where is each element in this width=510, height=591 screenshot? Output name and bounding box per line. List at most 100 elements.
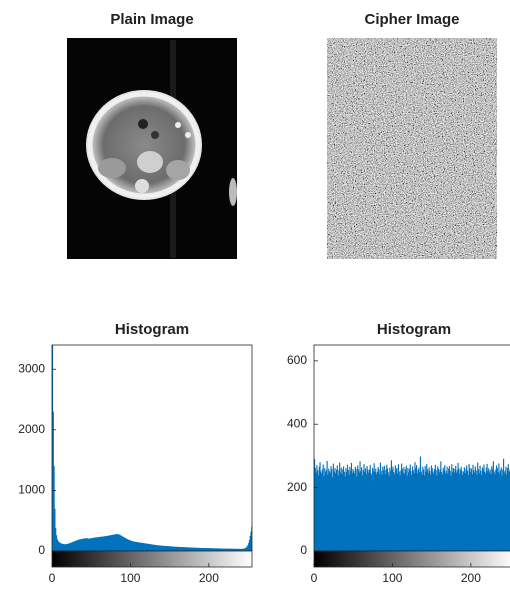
bar <box>80 539 82 551</box>
bar <box>230 548 232 551</box>
bar <box>88 538 90 551</box>
bar <box>67 543 69 551</box>
bar <box>433 473 435 551</box>
bar <box>448 466 451 551</box>
bar <box>405 465 407 551</box>
bar <box>166 546 168 551</box>
bar <box>121 535 123 551</box>
bar <box>369 465 371 551</box>
chart-title: Histogram <box>377 321 451 338</box>
bar <box>59 542 61 551</box>
bar <box>317 470 319 551</box>
bar <box>79 539 81 551</box>
bar <box>124 537 126 551</box>
bar <box>335 469 338 551</box>
bar <box>63 544 65 551</box>
bar <box>426 469 429 551</box>
bar <box>403 467 405 551</box>
bar <box>463 467 465 551</box>
bars <box>52 345 252 551</box>
bar <box>380 470 382 551</box>
bar <box>171 546 173 551</box>
bar <box>408 468 411 551</box>
y-tick-label: 0 <box>38 543 45 557</box>
bar <box>150 544 152 551</box>
bar <box>443 469 445 551</box>
bar <box>351 473 353 551</box>
bar <box>102 536 105 551</box>
bar <box>195 547 197 551</box>
bar <box>314 467 316 551</box>
bar <box>371 475 373 551</box>
bar <box>329 472 331 551</box>
bar <box>319 462 321 551</box>
bars <box>314 456 510 551</box>
plot-area <box>52 345 252 551</box>
bar <box>459 469 462 551</box>
bar <box>429 470 431 551</box>
bar <box>233 548 235 551</box>
bar <box>160 545 162 551</box>
bar <box>502 469 504 551</box>
bar <box>357 465 359 551</box>
bar <box>495 465 498 551</box>
bar <box>450 475 452 551</box>
bar <box>225 548 227 551</box>
bar <box>70 542 72 551</box>
bar <box>394 465 396 551</box>
bar <box>456 470 458 551</box>
bar <box>65 544 67 551</box>
bar <box>108 535 110 551</box>
bar <box>191 547 193 551</box>
bar <box>157 545 159 551</box>
bar <box>474 466 476 551</box>
bar <box>379 473 381 551</box>
bar <box>73 541 76 551</box>
bar <box>250 531 252 551</box>
bar <box>70 542 72 551</box>
bar <box>208 548 210 551</box>
bar <box>219 548 221 551</box>
bar <box>217 548 219 551</box>
bar <box>114 534 116 551</box>
bar <box>228 548 230 551</box>
bar <box>186 547 189 551</box>
plain-image <box>67 38 237 259</box>
bar <box>363 464 365 551</box>
bar <box>88 538 90 551</box>
bar <box>486 463 488 551</box>
bar <box>506 474 508 551</box>
bar <box>138 542 140 551</box>
bar <box>395 469 397 551</box>
bar <box>137 542 139 551</box>
bar <box>165 546 167 551</box>
bar <box>212 548 214 551</box>
bar <box>99 536 101 551</box>
bar <box>483 464 485 551</box>
bar <box>499 473 501 551</box>
bar <box>136 542 138 551</box>
bar <box>321 469 323 551</box>
bar <box>361 467 363 551</box>
bar <box>182 547 184 551</box>
bar <box>328 471 331 551</box>
bar <box>457 462 459 551</box>
bar <box>179 547 181 551</box>
bar <box>316 465 318 551</box>
bar <box>436 475 438 551</box>
bar <box>221 548 223 551</box>
bar <box>506 467 509 551</box>
bar <box>460 466 462 551</box>
bar <box>105 536 107 551</box>
bar <box>116 534 118 551</box>
bar <box>161 545 163 551</box>
bar <box>248 540 250 551</box>
bar <box>245 547 247 551</box>
bar <box>102 536 104 551</box>
bar <box>84 538 87 551</box>
bar <box>86 538 88 551</box>
bar <box>81 539 83 551</box>
bar <box>356 476 358 551</box>
bar <box>373 463 375 551</box>
bar <box>446 466 448 551</box>
